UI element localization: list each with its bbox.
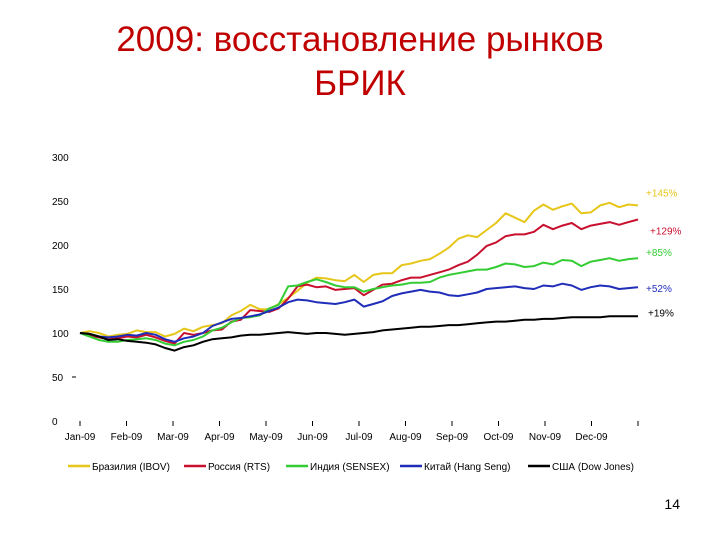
y-tick-label: 150 <box>52 285 69 296</box>
x-tick-label: Mar-09 <box>157 432 189 443</box>
series-end-label: +129% <box>650 226 682 237</box>
series-line-4 <box>79 282 639 343</box>
legend-label: Россия (RTS) <box>208 462 270 473</box>
slide-title-line1: 2009: восстановление рынков <box>116 20 604 59</box>
x-tick-label: Oct-09 <box>483 432 513 443</box>
y-tick-label: 300 <box>52 153 69 164</box>
x-tick-label: Feb-09 <box>111 432 143 443</box>
series-line-1 <box>79 201 639 338</box>
legend-label: США (Dow Jones) <box>552 462 634 473</box>
slide-title-line2: БРИК <box>314 64 406 103</box>
series-end-label: +52% <box>646 284 672 295</box>
x-tick-label: Aug-09 <box>389 432 422 443</box>
x-tick-label: Jul-09 <box>345 432 373 443</box>
x-tick-label: May-09 <box>249 432 283 443</box>
y-tick-label: 50 <box>52 373 64 384</box>
x-tick-label: Sep-09 <box>436 432 469 443</box>
x-tick-label: Dec-09 <box>575 432 608 443</box>
x-tick-label: Apr-09 <box>204 432 234 443</box>
page-number: 14 <box>664 496 680 512</box>
y-tick-label: 0 <box>52 417 58 428</box>
legend-label: Китай (Hang Seng) <box>424 462 511 473</box>
series-end-label: +19% <box>648 308 674 319</box>
series-end-label: +145% <box>646 188 678 199</box>
legend-label: Бразилия (IBOV) <box>92 462 170 473</box>
y-tick-label: 100 <box>52 329 69 340</box>
series-line-2 <box>79 218 639 345</box>
x-tick-label: Jun-09 <box>297 432 328 443</box>
y-tick-label: 250 <box>52 197 69 208</box>
x-tick-label: Jan-09 <box>65 432 96 443</box>
series-end-label: +85% <box>646 248 672 259</box>
slide-title: 2009: восстановление рынков БРИК <box>0 18 720 106</box>
y-tick-label: 200 <box>52 241 69 252</box>
x-tick-label: Nov-09 <box>529 432 562 443</box>
legend-label: Индия (SENSEX) <box>310 462 390 473</box>
series-line-5 <box>79 315 638 352</box>
series-line-3 <box>79 257 639 347</box>
